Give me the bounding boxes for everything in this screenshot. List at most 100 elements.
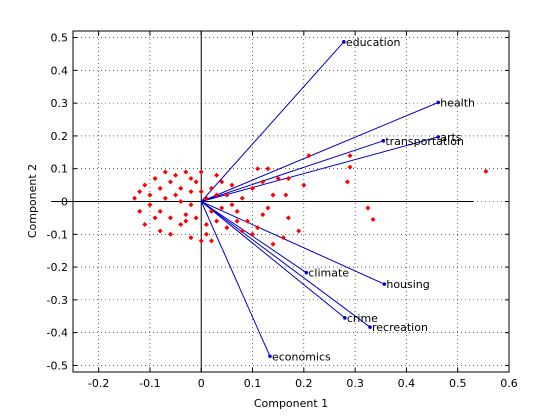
observation-point xyxy=(280,235,286,241)
x-tick-label: -0.2 xyxy=(88,377,109,390)
observation-point xyxy=(183,169,189,175)
observation-point xyxy=(344,179,350,185)
observation-point xyxy=(173,192,179,198)
observation-point xyxy=(244,218,250,224)
observation-point xyxy=(203,221,209,227)
observation-point xyxy=(198,189,204,195)
vector-tip-recreation xyxy=(368,325,372,329)
vector-climate xyxy=(200,201,307,274)
observation-point xyxy=(250,231,256,237)
x-tick-label: 0.1 xyxy=(244,377,262,390)
vector-label-health: health xyxy=(440,96,475,109)
x-tick-label: 0.6 xyxy=(500,377,518,390)
y-tick-label: -0.2 xyxy=(47,261,68,274)
vector-tip-housing xyxy=(382,282,387,286)
vector-arts xyxy=(201,136,439,202)
observation-point xyxy=(157,228,163,234)
x-tick-label: 0.3 xyxy=(346,377,364,390)
observation-point xyxy=(306,153,312,159)
observation-points xyxy=(132,153,489,247)
observation-point xyxy=(132,195,138,201)
observation-point xyxy=(219,205,225,211)
observation-point xyxy=(157,208,163,214)
observation-point xyxy=(483,168,489,174)
observation-point xyxy=(208,185,214,191)
observation-point xyxy=(365,205,371,211)
y-tick-label: 0.5 xyxy=(51,32,69,45)
y-tick-label: -0.5 xyxy=(47,359,68,372)
vector-health xyxy=(201,102,439,202)
observation-point xyxy=(283,192,289,198)
observation-point xyxy=(347,153,353,159)
observation-point xyxy=(193,215,199,221)
vector-label-climate: climate xyxy=(308,267,349,280)
axis-ticks: -0.2 -0.1 0 0.1 0.2 0.3 0.4 0.5 0.6 -0.5 -0.4 -0.3 -… xyxy=(47,31,518,390)
y-tick-label: 0.1 xyxy=(51,163,69,176)
observation-point xyxy=(239,195,245,201)
observation-point xyxy=(208,238,214,244)
observation-point xyxy=(270,241,276,247)
observation-point xyxy=(239,228,245,234)
observation-point xyxy=(188,235,194,241)
observation-point xyxy=(198,238,204,244)
observation-point xyxy=(224,225,230,231)
observation-point xyxy=(203,195,209,201)
observation-point xyxy=(137,189,143,195)
observation-point xyxy=(347,164,353,170)
observation-point xyxy=(255,225,261,231)
observation-point xyxy=(162,169,168,175)
y-tick-label: -0.4 xyxy=(47,327,68,340)
observation-point xyxy=(162,195,168,201)
vector-label-recreation: recreation xyxy=(372,321,428,334)
observation-point xyxy=(214,192,220,198)
vector-tip-education xyxy=(342,40,346,44)
loading-vectors xyxy=(200,40,441,359)
y-tick-label: -0.1 xyxy=(47,228,68,241)
vector-tip-health xyxy=(436,100,441,105)
x-tick-label: 0.5 xyxy=(449,377,467,390)
y-tick-label: 0.3 xyxy=(51,97,69,110)
vector-label-education: education xyxy=(346,36,401,49)
x-axis-title: Component 1 xyxy=(254,397,328,410)
observation-point xyxy=(270,192,276,198)
observation-point xyxy=(285,176,291,182)
vector-tip-transportation xyxy=(381,139,386,143)
observation-point xyxy=(157,185,163,191)
observation-point xyxy=(285,215,291,221)
vector-tip-economics xyxy=(268,354,272,359)
observation-point xyxy=(265,166,271,172)
observation-point xyxy=(167,215,173,221)
observation-point xyxy=(255,166,261,172)
observation-point xyxy=(370,217,376,223)
observation-point xyxy=(167,179,173,185)
observation-point xyxy=(167,231,173,237)
observation-point xyxy=(152,215,158,221)
observation-point xyxy=(234,208,240,214)
observation-point xyxy=(301,182,307,188)
observation-point xyxy=(250,185,256,191)
y-tick-label: -0.3 xyxy=(47,294,68,307)
observation-point xyxy=(265,205,271,211)
x-tick-label: 0 xyxy=(198,377,205,390)
vector-tip-climate xyxy=(304,270,309,275)
vector-label-economics: economics xyxy=(272,350,331,363)
observation-point xyxy=(214,172,220,178)
vector-economics xyxy=(200,201,271,357)
y-tick-label: 0.4 xyxy=(51,64,69,77)
observation-point xyxy=(183,218,189,224)
observation-point xyxy=(214,218,220,224)
observation-point xyxy=(219,179,225,185)
observation-point xyxy=(260,179,266,185)
observation-point xyxy=(147,192,153,198)
observation-point xyxy=(178,185,184,191)
observation-point xyxy=(234,218,240,224)
vector-recreation xyxy=(200,201,371,328)
observation-point xyxy=(137,208,143,214)
observation-point xyxy=(142,182,148,188)
vector-tip-arts xyxy=(436,135,441,139)
x-tick-label: 0.2 xyxy=(295,377,313,390)
observation-point xyxy=(229,182,235,188)
vector-crime xyxy=(200,201,346,319)
